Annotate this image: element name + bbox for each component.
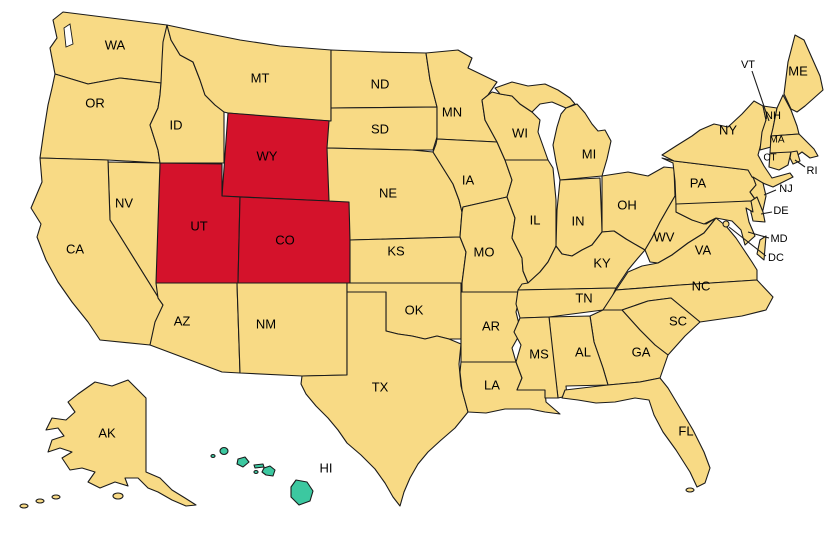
state-fl[interactable] (561, 377, 711, 493)
state-nd[interactable] (330, 49, 438, 109)
state-dc[interactable] (722, 220, 730, 228)
label-ri: RI (807, 165, 818, 177)
states-layer (19, 11, 824, 509)
state-tn[interactable] (515, 287, 617, 319)
state-ky[interactable] (517, 230, 646, 291)
puget-sound (63, 23, 74, 48)
state-az[interactable] (149, 282, 241, 374)
state-ms[interactable] (513, 316, 559, 399)
state-or[interactable] (39, 73, 162, 164)
label-dc: DC (768, 252, 784, 264)
state-me[interactable] (783, 34, 824, 113)
state-wy[interactable] (221, 112, 332, 202)
state-sd[interactable] (326, 106, 438, 151)
label-hi: HI (320, 460, 333, 475)
label-md: MD (770, 233, 787, 245)
state-wa[interactable] (49, 11, 168, 85)
state-tx[interactable] (300, 291, 469, 507)
state-ar[interactable] (460, 291, 522, 363)
state-ak[interactable] (19, 379, 197, 509)
state-nh[interactable] (770, 94, 800, 137)
state-nm[interactable] (236, 282, 348, 377)
state-ri[interactable] (789, 150, 801, 165)
ri-leader-line (794, 159, 806, 168)
de-leader-line (760, 211, 773, 215)
label-de: DE (773, 205, 788, 217)
dc-leader-line (728, 226, 767, 257)
state-ks[interactable] (349, 236, 467, 284)
state-ct[interactable] (768, 151, 792, 171)
label-nj: NJ (779, 183, 792, 195)
nj-leader-line (763, 189, 777, 196)
state-mi[interactable] (494, 81, 612, 181)
state-co[interactable] (237, 196, 351, 284)
md-leader-line (747, 231, 770, 239)
state-hi[interactable] (210, 446, 314, 506)
leader-lines (728, 70, 806, 257)
state-ca[interactable] (30, 157, 164, 346)
vt-leader-line (751, 70, 770, 122)
label-vt: VT (741, 59, 755, 71)
